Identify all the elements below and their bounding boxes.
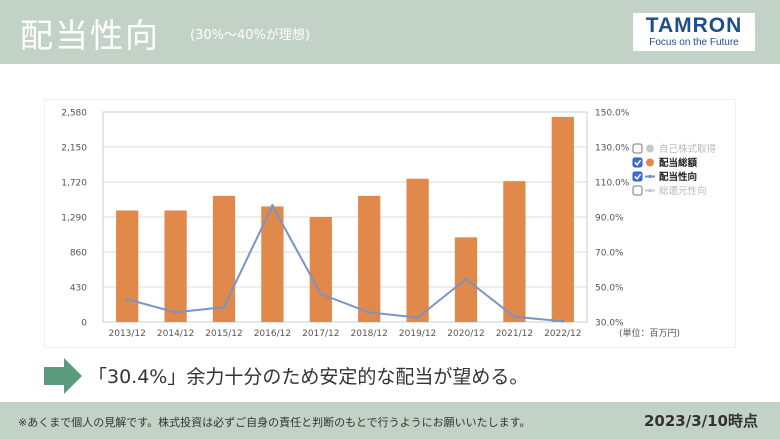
summary-message: 「30.4%」余力十分のため安定的な配当が望める。 xyxy=(88,366,529,388)
dividend-chart: 0 30.0% 430 50.0% 860 70.0% 1,290 90.0% 1,720 110… xyxy=(61,109,717,340)
as-of-date: 2023/3/10時点 xyxy=(643,412,758,430)
x-tick-label: 2021/12 xyxy=(496,329,533,339)
legend-checkbox[interactable] xyxy=(632,185,643,196)
x-tick-label: 2015/12 xyxy=(205,329,242,339)
legend-checkbox[interactable] xyxy=(632,143,643,154)
bar-dividend-total xyxy=(551,116,574,322)
x-tick-label: 2013/12 xyxy=(109,329,146,339)
bar-dividend-total xyxy=(309,217,332,322)
chart-panel: 0 30.0% 430 50.0% 860 70.0% 1,290 90.0% 1,720 110… xyxy=(45,100,735,347)
point-payout-ratio xyxy=(270,204,274,208)
x-tick-label: 2016/12 xyxy=(254,329,291,339)
legend-checkbox-checked[interactable] xyxy=(632,157,643,168)
logo-wordmark: TAMRON xyxy=(645,14,743,37)
bar-dividend-total xyxy=(503,181,526,322)
plot-frame xyxy=(102,111,588,323)
left-tick-label: 1,290 xyxy=(61,214,87,224)
point-payout-ratio xyxy=(367,310,371,314)
check-icon xyxy=(634,159,642,166)
right-tick-label: 90.0% xyxy=(595,214,624,224)
point-payout-ratio xyxy=(416,316,420,320)
page-title: 配当性向 xyxy=(20,16,160,55)
left-tick-label: 860 xyxy=(70,249,87,259)
check-icon xyxy=(634,173,642,180)
right-tick-label: 150.0% xyxy=(595,109,630,119)
bar-dividend-total xyxy=(164,210,187,322)
logo-tagline: Focus on the Future xyxy=(649,37,739,48)
left-tick-label: 430 xyxy=(70,284,87,294)
left-tick-label: 2,580 xyxy=(61,109,87,119)
point-payout-ratio xyxy=(319,292,323,296)
bar-dividend-total xyxy=(406,178,429,322)
legend-marker xyxy=(646,144,654,153)
bar-dividend-total xyxy=(212,195,236,322)
page-subtitle: (30%〜40%が理想) xyxy=(190,28,310,43)
right-tick-label: 30.0% xyxy=(595,319,624,329)
right-tick-label: 110.0% xyxy=(595,179,630,189)
x-tick-label: 2017/12 xyxy=(302,329,339,339)
legend-marker xyxy=(646,158,654,167)
point-payout-ratio xyxy=(174,310,178,314)
tamron-logo: TAMRON Focus on the Future xyxy=(633,13,755,51)
point-payout-ratio xyxy=(125,297,129,301)
legend-marker-dot xyxy=(648,188,652,193)
right-tick-label: 70.0% xyxy=(595,249,624,259)
unit-label: (単位：百万円) xyxy=(619,327,680,339)
point-payout-ratio xyxy=(561,319,565,323)
point-payout-ratio xyxy=(512,315,516,319)
bar-dividend-total xyxy=(261,206,284,322)
point-payout-ratio xyxy=(222,305,226,309)
legend-checkbox-checked[interactable] xyxy=(632,171,643,182)
point-payout-ratio xyxy=(464,277,468,281)
disclaimer-text: ※あくまで個人の見解です。株式投資は必ずご自身の責任と判断のもとで行うようにお願… xyxy=(18,416,531,429)
right-tick-label: 130.0% xyxy=(595,144,630,154)
header-bar: 配当性向 (30%〜40%が理想) TAMRON Focus on the Fu… xyxy=(0,0,780,64)
right-tick-label: 50.0% xyxy=(595,284,624,294)
footer-bar: ※あくまで個人の見解です。株式投資は必ずご自身の責任と判断のもとで行うようにお願… xyxy=(0,402,780,439)
x-tick-label: 2019/12 xyxy=(399,329,436,339)
arrow-right-icon xyxy=(44,358,82,394)
left-tick-label: 0 xyxy=(81,319,87,329)
legend-label: 総還元性向 xyxy=(659,185,707,197)
legend-label: 配当総額 xyxy=(659,157,698,169)
x-tick-label: 2014/12 xyxy=(157,329,194,339)
legend-label: 配当性向 xyxy=(659,171,697,183)
x-tick-label: 2020/12 xyxy=(447,329,484,339)
left-tick-label: 2,150 xyxy=(61,144,87,154)
bar-dividend-total xyxy=(358,195,381,322)
legend-label: 自己株式取得 xyxy=(659,143,717,155)
left-tick-label: 1,720 xyxy=(61,179,87,189)
x-tick-label: 2022/12 xyxy=(544,329,581,339)
bar-dividend-total xyxy=(116,210,139,322)
x-tick-label: 2018/12 xyxy=(351,329,388,339)
line-payout-ratio xyxy=(126,203,563,323)
legend-marker-dot xyxy=(648,174,652,179)
